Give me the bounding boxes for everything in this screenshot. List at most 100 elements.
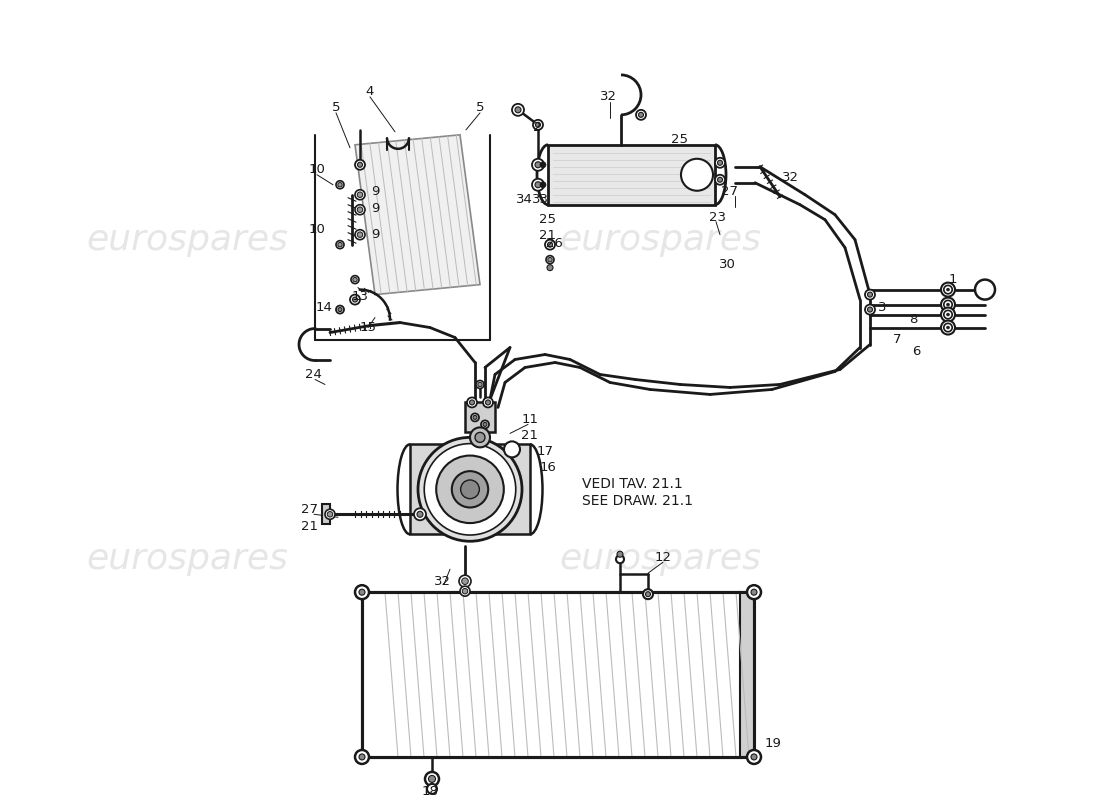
Circle shape: [437, 455, 504, 523]
Bar: [740, 592, 754, 757]
Circle shape: [865, 305, 874, 314]
Circle shape: [471, 414, 478, 422]
Circle shape: [940, 282, 955, 297]
Text: 17: 17: [537, 445, 553, 458]
Text: SEE DRAW. 21.1: SEE DRAW. 21.1: [582, 494, 693, 508]
Circle shape: [358, 192, 363, 198]
Text: 21: 21: [539, 229, 557, 242]
Circle shape: [468, 398, 477, 407]
Text: 25: 25: [671, 134, 689, 146]
Circle shape: [975, 280, 996, 299]
Circle shape: [532, 158, 544, 170]
Circle shape: [536, 122, 540, 127]
Text: 27: 27: [301, 502, 319, 516]
Circle shape: [452, 471, 488, 507]
Circle shape: [940, 307, 955, 322]
Circle shape: [351, 276, 359, 284]
Circle shape: [636, 110, 646, 120]
Circle shape: [865, 290, 874, 299]
Text: 14: 14: [316, 301, 332, 314]
Text: 1: 1: [948, 273, 957, 286]
Circle shape: [470, 427, 490, 447]
Text: eurospares: eurospares: [86, 222, 288, 257]
Circle shape: [868, 292, 872, 297]
Circle shape: [355, 205, 365, 214]
Circle shape: [751, 754, 757, 760]
Circle shape: [483, 422, 487, 426]
Circle shape: [717, 178, 723, 182]
Circle shape: [616, 555, 624, 563]
Circle shape: [358, 207, 363, 213]
Polygon shape: [355, 135, 480, 294]
Text: 12: 12: [654, 550, 671, 564]
Circle shape: [359, 589, 365, 595]
Circle shape: [359, 754, 365, 760]
Circle shape: [425, 772, 439, 786]
Text: 27: 27: [722, 186, 738, 198]
Text: 24: 24: [305, 368, 321, 381]
Bar: [362, 592, 744, 757]
Circle shape: [338, 307, 342, 311]
Bar: [548, 145, 715, 205]
Circle shape: [947, 326, 949, 329]
Circle shape: [947, 313, 949, 316]
Circle shape: [532, 178, 544, 190]
Circle shape: [459, 575, 471, 587]
Text: eurospares: eurospares: [559, 222, 761, 257]
Text: 32: 32: [600, 90, 616, 103]
Circle shape: [473, 415, 477, 419]
Circle shape: [944, 286, 953, 294]
Bar: [379, 592, 740, 757]
Circle shape: [638, 112, 644, 118]
Text: 5: 5: [475, 102, 484, 114]
Circle shape: [460, 586, 470, 596]
Circle shape: [751, 589, 757, 595]
Circle shape: [476, 381, 484, 389]
Circle shape: [427, 784, 437, 794]
Text: 15: 15: [360, 321, 376, 334]
Circle shape: [353, 278, 358, 282]
Text: 32: 32: [781, 171, 799, 184]
Circle shape: [355, 230, 365, 240]
Text: 4: 4: [366, 86, 374, 98]
Circle shape: [336, 181, 344, 189]
Text: 21: 21: [301, 520, 319, 533]
Circle shape: [548, 258, 552, 262]
Circle shape: [535, 182, 541, 188]
Circle shape: [540, 182, 546, 188]
Text: VEDI TAV. 21.1: VEDI TAV. 21.1: [582, 478, 683, 491]
Circle shape: [747, 585, 761, 599]
Circle shape: [747, 750, 761, 764]
Text: 9: 9: [371, 202, 380, 215]
Text: 5: 5: [332, 102, 340, 114]
Circle shape: [352, 297, 358, 302]
Circle shape: [336, 241, 344, 249]
Circle shape: [547, 265, 553, 270]
Circle shape: [548, 242, 552, 247]
Circle shape: [461, 480, 480, 498]
Circle shape: [644, 589, 653, 599]
Circle shape: [324, 510, 336, 519]
Bar: [322, 504, 330, 524]
Text: 10: 10: [309, 223, 326, 236]
Circle shape: [940, 321, 955, 334]
Circle shape: [429, 775, 436, 782]
Text: 34: 34: [516, 194, 532, 206]
Circle shape: [512, 104, 524, 116]
Circle shape: [355, 190, 365, 200]
Text: 6: 6: [912, 345, 921, 358]
Circle shape: [504, 442, 520, 458]
Circle shape: [944, 323, 953, 332]
Circle shape: [338, 182, 342, 187]
Bar: [465, 402, 495, 432]
Text: 13: 13: [352, 290, 368, 303]
Circle shape: [681, 158, 713, 190]
Text: 9: 9: [371, 186, 380, 198]
Circle shape: [477, 382, 482, 386]
Bar: [362, 592, 740, 757]
Circle shape: [646, 592, 650, 597]
Text: 33: 33: [531, 194, 549, 206]
Circle shape: [535, 162, 541, 168]
Text: 26: 26: [546, 237, 562, 250]
Circle shape: [715, 158, 725, 168]
